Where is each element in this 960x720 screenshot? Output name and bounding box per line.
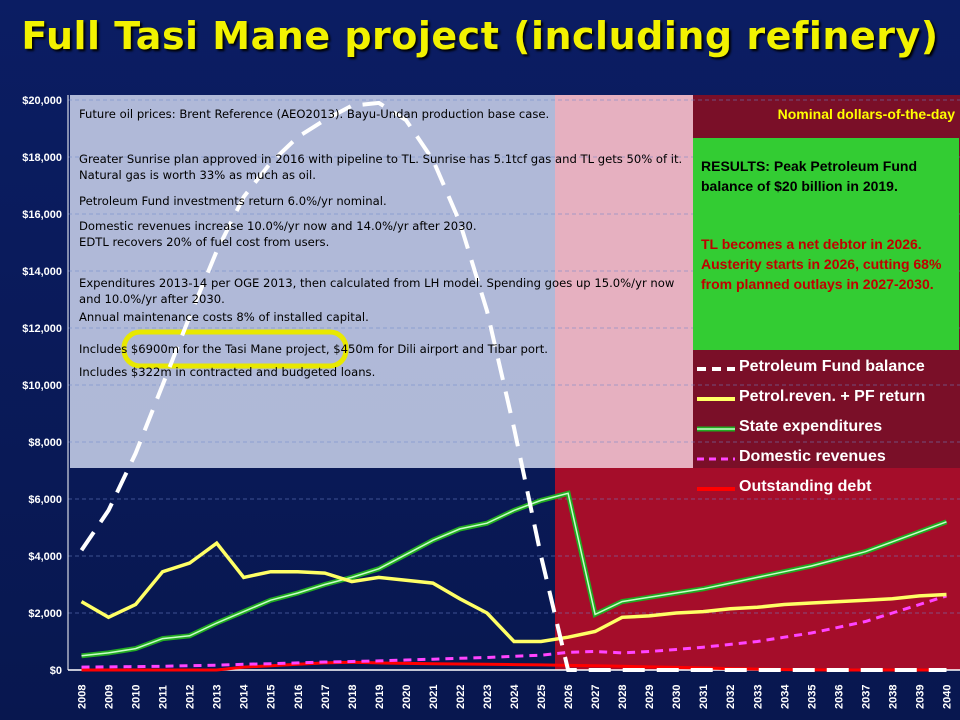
highlight-ellipse [121,329,349,369]
x-tick-label: 2016 [293,685,305,709]
x-tick-label: 2039 [914,685,926,709]
x-tick-label: 2010 [131,685,143,709]
nominal-label: Nominal dollars-of-the-day [777,106,955,122]
x-tick-label: 2015 [266,685,278,709]
legend-swatch-rev [697,397,735,401]
legend-item-rev: Petrol.reven. + PF return [695,384,957,414]
slide-title: Full Tasi Mane project (including refine… [21,14,939,58]
x-tick-label: 2025 [536,685,548,709]
y-tick-label: $20,000 [22,95,62,107]
legend-item-debt: Outstanding debt [695,474,957,504]
x-tick-label: 2034 [779,684,791,709]
x-tick-label: 2011 [158,685,170,709]
x-tick-label: 2029 [644,685,656,709]
x-tick-label: 2019 [374,685,386,709]
legend-swatch-exp [697,426,735,432]
y-tick-label: $8,000 [28,437,62,449]
x-tick-label: 2035 [806,685,818,709]
x-tick-label: 2033 [752,685,764,709]
y-tick-label: $18,000 [22,152,62,164]
y-tick-label: $10,000 [22,380,62,392]
y-tick-label: $2,000 [28,608,62,620]
y-tick-label: $6,000 [28,494,62,506]
x-tick-label: 2026 [563,685,575,709]
y-tick-label: $12,000 [22,323,62,335]
legend-label-rev: Petrol.reven. + PF return [739,388,926,405]
results-text: RESULTS: Peak Petroleum Fund balance of … [701,158,917,194]
legend-label-debt: Outstanding debt [739,478,872,495]
x-tick-label: 2036 [833,685,845,709]
annotation-domestic-revenues: Domestic revenues increase 10.0%/yr now … [79,219,477,233]
legend-swatch-pf [697,367,735,371]
x-tick-label: 2038 [887,685,899,709]
annotation-expenditures: Expenditures 2013-14 per OGE 2013, then … [79,276,675,290]
x-tick-label: 2024 [509,684,521,709]
x-tick-label: 2030 [671,685,683,709]
annotation-expenditures-2: and 10.0%/yr after 2030. [79,292,225,306]
x-tick-label: 2012 [185,685,197,709]
legend-label-exp: State expenditures [739,418,883,435]
x-tick-label: 2023 [482,685,494,709]
chart-legend: Petroleum Fund balance Petrol.reven. + P… [695,354,957,504]
series-line-dom [81,594,947,669]
annotation-edtl: EDTL recovers 20% of fuel cost from user… [79,235,330,249]
legend-item-pf: Petroleum Fund balance [695,354,957,384]
x-tick-label: 2017 [320,685,332,709]
debtor-text: TL becomes a net debtor in 2026. Austeri… [701,236,942,292]
annotation-pf-return: Petroleum Fund investments return 6.0%/y… [79,194,387,208]
x-tick-label: 2013 [212,685,224,709]
annotation-sunrise: Greater Sunrise plan approved in 2016 wi… [79,152,683,166]
legend-label-dom: Domestic revenues [739,448,886,465]
legend-swatch-dom [697,457,735,461]
x-tick-label: 2008 [77,685,89,709]
x-tick-label: 2040 [941,685,953,709]
y-tick-label: $14,000 [22,266,62,278]
x-tick-label: 2018 [347,685,359,709]
y-tick-label: $16,000 [22,209,62,221]
x-tick-label: 2009 [104,685,116,709]
annotation-oil-prices: Future oil prices: Brent Reference (AEO2… [79,107,550,121]
legend-swatch-debt [697,487,735,491]
annotation-natural-gas: Natural gas is worth 33% as much as oil. [79,168,316,182]
x-tick-label: 2031 [698,685,710,709]
x-tick-label: 2028 [617,685,629,709]
legend-item-dom: Domestic revenues [695,444,957,474]
y-tick-label: $0 [50,665,62,677]
y-tick-label: $4,000 [28,551,62,563]
annotation-loans: Includes $322m in contracted and budgete… [79,365,376,379]
x-tick-label: 2027 [590,685,602,709]
annotation-maintenance: Annual maintenance costs 8% of installed… [79,310,369,324]
x-tick-label: 2020 [401,685,413,709]
x-tick-label: 2032 [725,685,737,709]
series-line-pf [79,100,947,672]
x-tick-label: 2014 [239,684,251,709]
austerity-region [555,468,960,670]
x-tick-label: 2037 [860,685,872,709]
x-tick-label: 2021 [428,685,440,709]
legend-label-pf: Petroleum Fund balance [739,358,925,375]
legend-item-exp: State expenditures [695,414,957,444]
results-box: RESULTS: Peak Petroleum Fund balance of … [693,138,959,350]
annotation-tasi-mane: Includes $6900m for the Tasi Mane projec… [79,342,548,356]
x-tick-label: 2022 [455,685,467,709]
